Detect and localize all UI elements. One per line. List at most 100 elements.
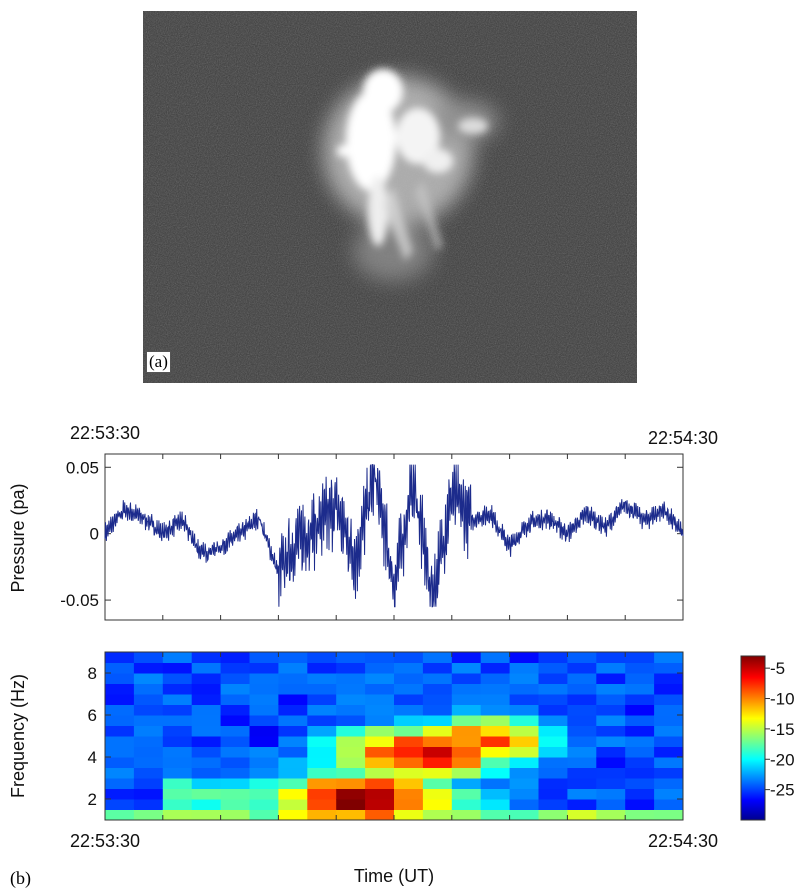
spectrogram-cell <box>249 767 279 779</box>
spectrogram-cell <box>654 715 684 726</box>
spectrogram-cell <box>596 767 626 779</box>
spectrogram-cell <box>278 757 308 768</box>
colorbar: -5 -10 -15 -20 -25 <box>740 655 795 821</box>
spectrogram-cell <box>422 652 453 663</box>
spectrogram-cell <box>191 683 222 695</box>
spectrogram-cell <box>307 652 337 663</box>
spectrogram-cell <box>509 715 539 726</box>
spectrogram-cell <box>596 662 626 674</box>
spectrogram-cell <box>509 757 539 768</box>
spectrogram-cell <box>451 704 482 716</box>
spectrogram-cell <box>307 767 337 779</box>
spectrogram-ytick-label: 4 <box>88 748 97 767</box>
spectrogram-cell <box>596 694 626 705</box>
spectrogram-cell <box>394 778 424 789</box>
spectrogram-cell <box>220 736 250 747</box>
spectrogram-cell <box>365 736 395 747</box>
spectrogram-cell <box>365 746 395 758</box>
spectrogram-cell <box>133 704 164 716</box>
spectrogram-cell <box>278 799 308 810</box>
spectrogram-cell <box>249 652 279 663</box>
spectrogram-cell <box>422 662 453 674</box>
colorbar-tick-label: -10 <box>770 690 795 709</box>
spectrogram-cell <box>596 652 626 663</box>
spectrogram-cell <box>307 673 337 684</box>
spectrogram-cell <box>307 778 337 789</box>
spectrogram-cell <box>105 652 135 663</box>
spectrogram-cell <box>567 809 597 821</box>
spectrogram-cell <box>480 757 511 768</box>
spectrogram-cell <box>422 715 453 726</box>
spectrogram-cell <box>596 683 626 695</box>
spectrogram-yticks: 2 4 6 8 <box>88 664 683 809</box>
spectrogram-cell <box>365 662 395 674</box>
spectrogram-cell <box>278 715 308 726</box>
spectrogram-cell <box>365 652 395 663</box>
spectrogram-cell <box>278 694 308 705</box>
spectrogram-cell <box>567 662 597 674</box>
spectrogram-cell <box>307 788 337 800</box>
spectrogram-cell <box>654 788 684 800</box>
spectrogram-cell <box>538 694 568 705</box>
spectrogram-cell <box>336 725 366 737</box>
top-time-end: 22:54:30 <box>648 428 718 448</box>
spectrogram-cell <box>422 673 453 684</box>
spectrogram-cell <box>422 725 453 737</box>
spectrogram-cell <box>422 736 453 747</box>
spectrogram-cell <box>596 788 626 800</box>
spectrogram-ytick-label: 2 <box>88 790 97 809</box>
spectrogram-cell <box>451 673 482 684</box>
spectrogram-cell <box>249 725 279 737</box>
spectrogram-cell <box>596 673 626 684</box>
spectrogram-ytick-label: 6 <box>88 706 97 725</box>
spectrogram-cell <box>336 799 366 810</box>
spectrogram-cell <box>422 704 453 716</box>
spectrogram-cell <box>336 788 366 800</box>
spectrogram-cell <box>451 767 482 779</box>
spectrogram-cell <box>278 673 308 684</box>
spectrogram-cell <box>162 662 193 674</box>
spectrogram-cell <box>567 673 597 684</box>
colorbar-tick-label: -5 <box>770 659 785 678</box>
spectrogram-cell <box>191 662 222 674</box>
spectrogram-cell <box>307 704 337 716</box>
spectrogram-cell <box>133 694 164 705</box>
spectrogram-cell <box>625 809 655 821</box>
spectrogram-cell <box>307 746 337 758</box>
spectrogram-cell <box>191 809 222 821</box>
spectrogram-cell <box>307 715 337 726</box>
spectrogram-cell <box>133 673 164 684</box>
spectrogram-cell <box>307 683 337 695</box>
spectrogram-cell <box>162 694 193 705</box>
colorbar-ticks: -5 -10 -15 -20 -25 <box>765 659 795 800</box>
spectrogram-cell <box>567 683 597 695</box>
spectrogram-cell <box>365 767 395 779</box>
spectrogram-cell <box>394 725 424 737</box>
spectrogram-cell <box>365 704 395 716</box>
spectrogram-cell <box>451 725 482 737</box>
spectrogram-cell <box>480 788 511 800</box>
spectrogram-cell <box>394 704 424 716</box>
spectrogram-cell <box>191 715 222 726</box>
spectrogram-cell <box>162 725 193 737</box>
spectrogram-cell <box>480 683 511 695</box>
spectrogram-cell <box>278 704 308 716</box>
spectrogram-cell <box>480 694 511 705</box>
spectrogram-cell <box>105 662 135 674</box>
spectrogram-cell <box>422 799 453 810</box>
spectrogram-cell <box>133 788 164 800</box>
spectrogram-cell <box>422 778 453 789</box>
spectrogram-cell <box>365 799 395 810</box>
spectrogram-cell <box>625 704 655 716</box>
spectrogram-cell <box>249 788 279 800</box>
spectrogram-cell <box>133 662 164 674</box>
spectrogram-cell <box>133 736 164 747</box>
spectrogram-cell <box>133 746 164 758</box>
spectrogram-cell <box>538 757 568 768</box>
spectrogram-cell <box>654 673 684 684</box>
spectrogram-cell <box>249 673 279 684</box>
spectrogram-cell <box>451 652 482 663</box>
spectrogram-cell <box>654 799 684 810</box>
spectrogram-cell <box>480 652 511 663</box>
spectrogram-cell <box>654 662 684 674</box>
